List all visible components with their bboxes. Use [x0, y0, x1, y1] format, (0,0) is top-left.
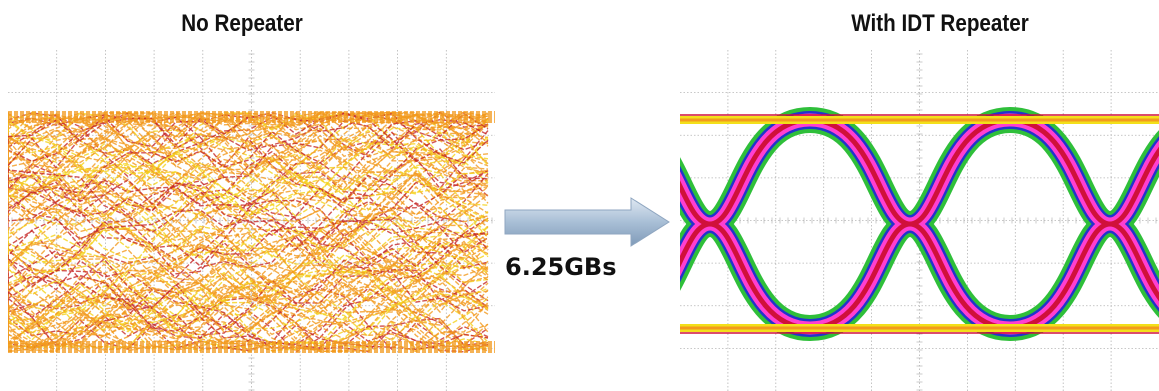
noise-trace [8, 135, 489, 251]
noise-trace [8, 259, 489, 342]
no-repeater-eye-diagram [8, 50, 495, 391]
noise-trace [8, 114, 489, 202]
eye-transition [809, 117, 1011, 331]
no-repeater-title: No Repeater [181, 10, 303, 37]
noise-trace [8, 113, 489, 218]
noise-trace [8, 149, 489, 217]
noise-trace [8, 119, 489, 195]
noise-trace [8, 260, 489, 351]
with-repeater-eye-diagram [680, 50, 1159, 391]
noise-trace [8, 233, 489, 338]
noise-trace [8, 177, 489, 305]
noise-trace [8, 217, 489, 344]
noise-trace [8, 248, 489, 350]
noise-trace [8, 113, 489, 290]
noise-trace [8, 258, 489, 353]
noise-trace [8, 111, 489, 224]
noise-trace [8, 123, 489, 314]
noise-trace [8, 112, 489, 254]
noise-trace [8, 245, 489, 334]
noise-trace [8, 123, 489, 349]
noise-trace [8, 242, 489, 345]
eye-transition [1009, 136, 1159, 337]
noise-trace [8, 205, 489, 346]
data-rate-label: 6.25GBs [505, 253, 617, 281]
noise-trace [8, 112, 489, 164]
noise-trace [8, 111, 489, 180]
noise-trace [8, 169, 489, 267]
noise-trace [8, 221, 489, 352]
eye-transition [680, 117, 811, 268]
with-repeater-title: With IDT Repeater [851, 10, 1029, 37]
noise-trace [8, 150, 489, 302]
noise-trace [8, 172, 489, 309]
noise-trace [8, 141, 489, 222]
eye-transition [1008, 107, 1159, 318]
noise-trace [8, 111, 489, 202]
noise-trace [8, 194, 489, 331]
noise-trace [8, 244, 489, 330]
noise-trace [8, 221, 489, 323]
right-arrow-icon [504, 197, 670, 247]
noise-trace [8, 159, 489, 347]
noise-trace [8, 138, 489, 217]
noise-trace [8, 113, 489, 220]
noise-trace [8, 243, 489, 347]
noise-trace [8, 240, 489, 353]
noise-trace [8, 296, 489, 351]
noise-trace [8, 118, 489, 192]
noise-trace [8, 174, 489, 260]
noise-trace [8, 174, 489, 251]
noise-trace [8, 118, 489, 228]
eye-transition [1009, 140, 1159, 335]
noise-trace [8, 184, 489, 335]
noise-trace [8, 112, 489, 245]
noise-trace [8, 257, 489, 353]
noise-trace [8, 230, 489, 296]
eye-transition [1009, 113, 1159, 308]
noise-trace [8, 112, 489, 263]
noise-trace [8, 229, 489, 351]
noise-trace [8, 207, 489, 271]
eye-transition [1009, 111, 1159, 312]
eye-transition [1008, 130, 1159, 341]
noise-trace [8, 169, 489, 250]
noisy-eye-traces [8, 111, 495, 353]
noise-trace [8, 114, 489, 164]
clean-eye-traces [680, 107, 1159, 341]
noise-trace [8, 112, 489, 231]
noise-trace [8, 276, 489, 353]
noise-trace [8, 127, 489, 264]
noise-trace [8, 111, 489, 222]
noise-trace [8, 294, 489, 352]
noise-trace [8, 155, 489, 269]
eye-transition [1009, 146, 1159, 331]
noise-trace [8, 137, 489, 199]
noise-trace [8, 232, 489, 333]
noise-trace [8, 131, 489, 242]
noise-trace [8, 190, 489, 304]
noise-trace [8, 208, 489, 353]
noise-trace [8, 141, 489, 278]
eye-transition [1009, 117, 1159, 302]
noise-trace [8, 146, 489, 204]
noise-trace [8, 226, 489, 332]
noise-trace [8, 111, 489, 223]
